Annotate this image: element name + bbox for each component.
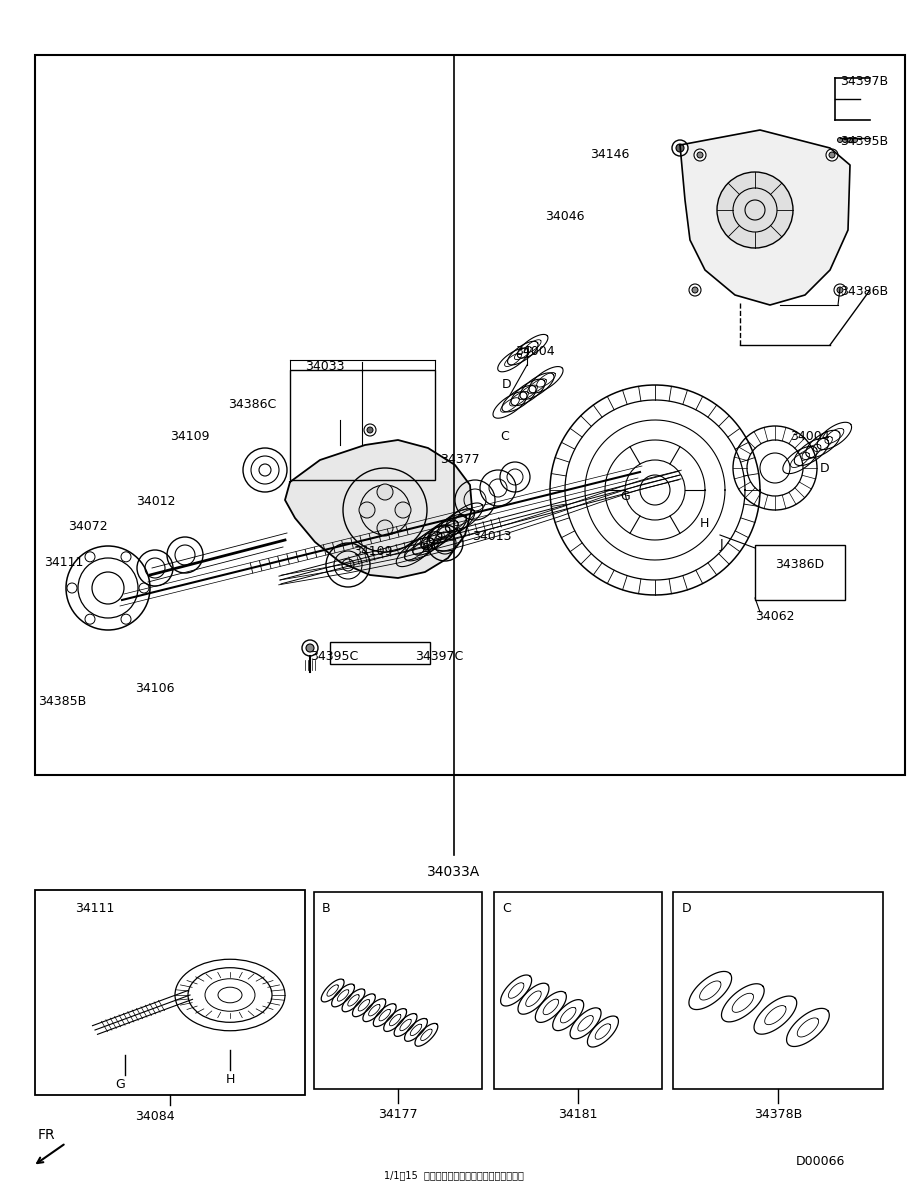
Text: 34033: 34033	[305, 360, 345, 373]
Text: 34395C: 34395C	[310, 650, 358, 664]
Text: 34181: 34181	[558, 1107, 598, 1121]
Text: 1/1・15  トヨタ自動車株式会社・無断転載禁止: 1/1・15 トヨタ自動車株式会社・無断転載禁止	[385, 1170, 524, 1180]
Text: 34062: 34062	[755, 610, 794, 623]
Text: 34109: 34109	[353, 545, 393, 558]
Bar	[290, 370, 435, 480]
Circle shape	[395, 502, 411, 518]
Text: 34109: 34109	[170, 430, 209, 443]
Circle shape	[367, 427, 373, 433]
Text: D00066: D00066	[795, 1155, 845, 1168]
Circle shape	[697, 152, 703, 158]
Text: C: C	[500, 430, 509, 443]
Text: B: B	[322, 902, 331, 915]
Text: D: D	[820, 462, 830, 475]
Text: 34378B: 34378B	[754, 1107, 802, 1121]
Circle shape	[689, 284, 701, 296]
Text: 34177: 34177	[378, 1107, 418, 1121]
Text: 34106: 34106	[135, 683, 175, 696]
Text: 34397B: 34397B	[840, 75, 888, 88]
Text: H: H	[225, 1073, 235, 1086]
Bar	[35, 55, 905, 775]
Text: 34386B: 34386B	[840, 285, 888, 298]
Text: 34033A: 34033A	[427, 865, 481, 880]
Text: 34072: 34072	[68, 520, 107, 533]
Circle shape	[692, 287, 698, 293]
Circle shape	[847, 138, 853, 142]
Bar	[35, 890, 305, 1094]
Circle shape	[377, 484, 393, 500]
Text: D: D	[682, 902, 692, 915]
Circle shape	[837, 287, 843, 293]
Text: G: G	[620, 490, 630, 503]
Text: D: D	[502, 377, 512, 391]
Text: 34386C: 34386C	[228, 398, 276, 411]
Text: 34004: 34004	[790, 430, 830, 443]
Text: 34111: 34111	[75, 902, 115, 915]
Text: 34397C: 34397C	[415, 650, 464, 664]
Text: 34146: 34146	[590, 148, 629, 161]
Circle shape	[302, 640, 318, 656]
Text: 34395B: 34395B	[840, 135, 888, 148]
Bar	[330, 642, 430, 664]
Bar	[494, 891, 662, 1088]
Circle shape	[853, 138, 857, 142]
Circle shape	[834, 284, 846, 296]
Text: 34004: 34004	[515, 345, 554, 358]
Text: 34084: 34084	[135, 1110, 175, 1123]
Text: 34386D: 34386D	[775, 558, 824, 571]
Text: FR: FR	[38, 1128, 55, 1142]
Text: B: B	[422, 542, 431, 556]
Polygon shape	[285, 440, 472, 578]
Bar	[314, 891, 482, 1088]
Circle shape	[717, 172, 793, 248]
Polygon shape	[680, 131, 850, 305]
Circle shape	[843, 138, 847, 142]
Text: 34046: 34046	[545, 210, 584, 223]
Circle shape	[67, 583, 77, 594]
Circle shape	[672, 140, 688, 155]
Circle shape	[694, 150, 706, 161]
Circle shape	[377, 520, 393, 537]
Text: 34377: 34377	[440, 453, 480, 466]
Circle shape	[139, 583, 149, 594]
Bar	[673, 891, 883, 1088]
Circle shape	[676, 144, 684, 152]
Text: C: C	[502, 902, 511, 915]
Circle shape	[121, 552, 131, 561]
Text: 34111: 34111	[44, 556, 84, 569]
Text: 34385B: 34385B	[38, 696, 86, 707]
Text: J: J	[720, 538, 724, 551]
Bar	[755, 545, 845, 599]
Text: H: H	[700, 518, 709, 531]
Text: G: G	[115, 1078, 125, 1091]
Circle shape	[85, 614, 95, 624]
Text: 34012: 34012	[136, 495, 175, 508]
Circle shape	[359, 502, 375, 518]
Text: 34013: 34013	[472, 531, 512, 542]
Circle shape	[85, 552, 95, 561]
Circle shape	[829, 152, 835, 158]
Circle shape	[121, 614, 131, 624]
Circle shape	[306, 645, 314, 652]
Circle shape	[826, 150, 838, 161]
Circle shape	[364, 424, 376, 436]
Circle shape	[837, 138, 843, 142]
